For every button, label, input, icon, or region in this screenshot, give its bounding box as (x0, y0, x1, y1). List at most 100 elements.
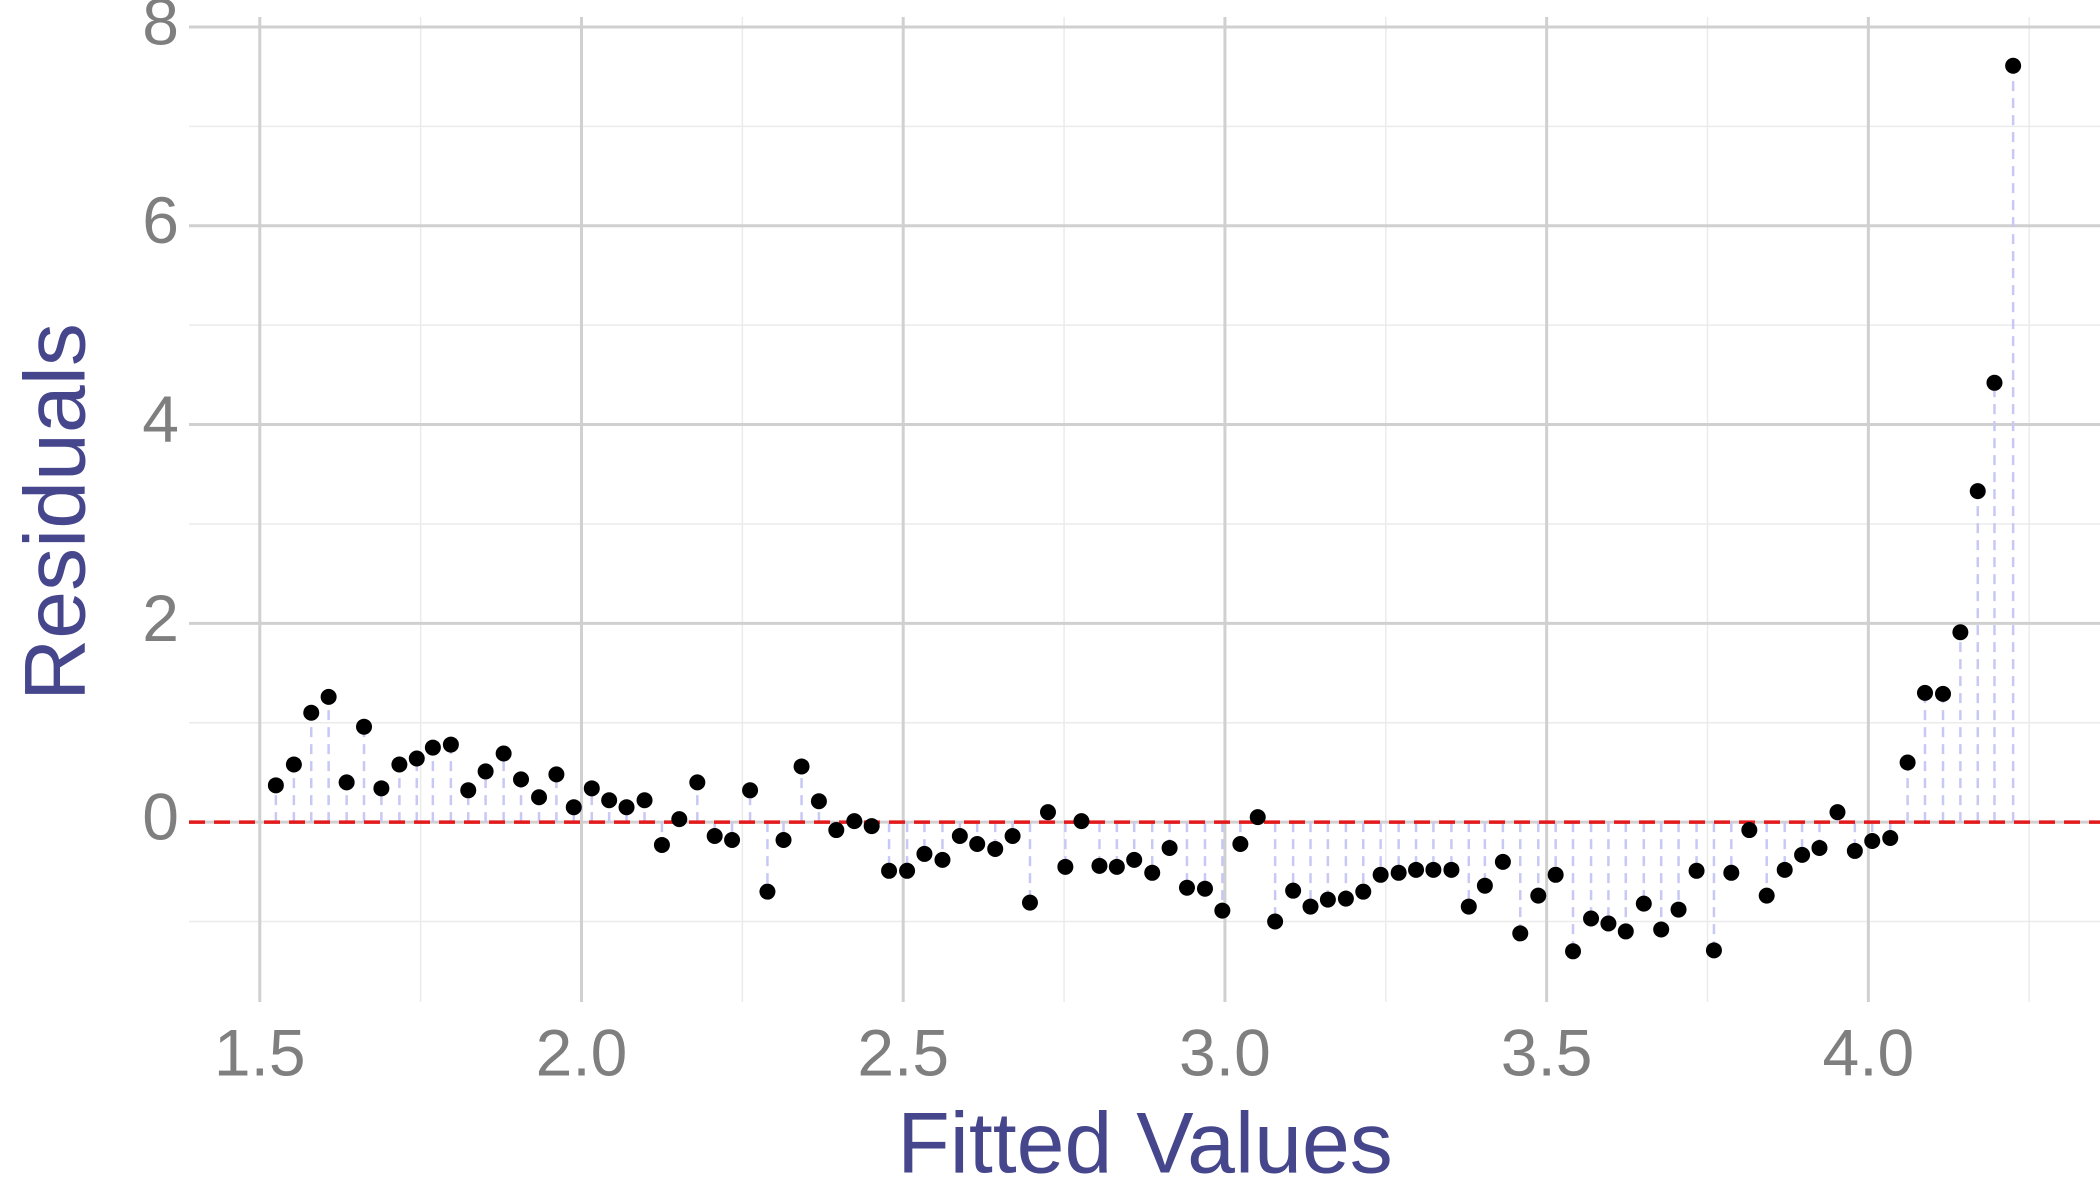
point (373, 780, 390, 797)
point (846, 813, 863, 830)
point (442, 736, 459, 753)
y-tick-label: 8 (142, 0, 179, 58)
point (1494, 853, 1511, 870)
point (1249, 809, 1266, 826)
point (1108, 858, 1125, 875)
point (1653, 921, 1670, 938)
point (1285, 882, 1302, 899)
point (1776, 861, 1793, 878)
point (1390, 864, 1407, 881)
point (1829, 804, 1846, 821)
x-axis-title: Fitted Values (897, 1096, 1393, 1192)
point (1986, 374, 2003, 391)
y-tick-label: 4 (142, 382, 179, 456)
point (1302, 898, 1319, 915)
point (1530, 887, 1547, 904)
point (1617, 923, 1634, 940)
point (1565, 943, 1582, 960)
point (828, 822, 845, 839)
point (477, 763, 494, 780)
point (1214, 902, 1231, 919)
x-tick-label: 3.5 (1501, 1015, 1593, 1089)
point (742, 782, 759, 799)
point (1952, 624, 1969, 641)
point (969, 835, 986, 852)
point (636, 792, 653, 809)
point (1039, 804, 1056, 821)
point (793, 758, 810, 775)
point (1073, 813, 1090, 830)
y-axis-title: Residuals (8, 323, 104, 701)
point (1547, 866, 1564, 883)
point (583, 780, 600, 797)
point (1232, 835, 1249, 852)
point (1337, 890, 1354, 907)
point (934, 851, 951, 868)
x-tick-label: 2.0 (536, 1015, 628, 1089)
point (1512, 925, 1529, 942)
point (706, 828, 723, 845)
x-tick-label: 2.5 (857, 1015, 949, 1089)
point (531, 789, 548, 806)
point (1635, 895, 1652, 912)
point (1600, 915, 1617, 932)
point (1688, 862, 1705, 879)
point (1178, 879, 1195, 896)
point (601, 792, 618, 809)
x-tick-label: 1.5 (214, 1015, 306, 1089)
point (863, 818, 880, 835)
point (285, 756, 302, 773)
point (671, 811, 688, 828)
point (1741, 822, 1758, 839)
point (1057, 858, 1074, 875)
x-tick-label: 3.0 (1179, 1015, 1271, 1089)
point (1126, 851, 1143, 868)
point (653, 836, 670, 853)
point (548, 766, 565, 783)
point (565, 799, 582, 816)
point (1460, 898, 1477, 915)
point (303, 704, 320, 721)
point (1091, 857, 1108, 874)
point (1846, 842, 1863, 859)
point (916, 845, 933, 862)
point (1899, 754, 1916, 771)
point (1408, 861, 1425, 878)
point (1723, 864, 1740, 881)
point (689, 774, 706, 791)
point (267, 777, 284, 794)
point (618, 799, 635, 816)
point (724, 831, 741, 848)
point (1670, 901, 1687, 918)
point (1811, 839, 1828, 856)
point (987, 840, 1004, 857)
point (424, 739, 441, 756)
point (775, 831, 792, 848)
point (513, 771, 530, 788)
point (1144, 864, 1161, 881)
y-tick-label: 6 (142, 183, 179, 257)
point (1196, 880, 1213, 897)
point (338, 774, 355, 791)
point (495, 745, 512, 762)
point (1021, 894, 1038, 911)
point (1425, 861, 1442, 878)
point (1794, 846, 1811, 863)
point (899, 862, 916, 879)
point (1355, 883, 1372, 900)
point (2005, 57, 2022, 74)
point (320, 688, 337, 705)
point (1758, 887, 1775, 904)
point (1864, 832, 1881, 849)
point (1583, 910, 1600, 927)
point (1372, 866, 1389, 883)
point (1705, 942, 1722, 959)
x-tick-label: 4.0 (1822, 1015, 1914, 1089)
point (759, 883, 776, 900)
point (810, 793, 827, 810)
point (1443, 861, 1460, 878)
point (391, 756, 408, 773)
point (408, 750, 425, 767)
point (951, 828, 968, 845)
